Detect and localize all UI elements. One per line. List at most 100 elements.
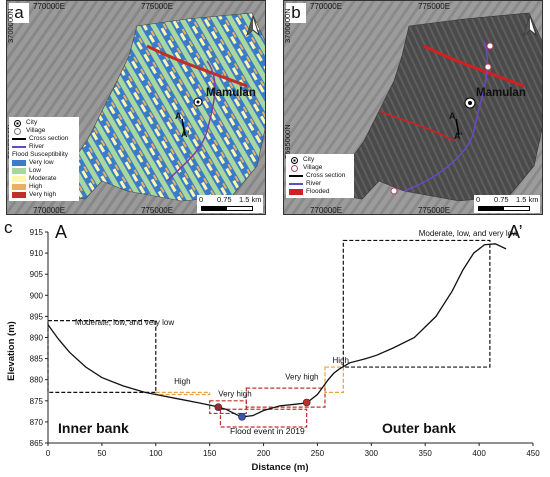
legend-title: Flood Susceptibility <box>12 151 68 158</box>
legend: City Village Cross section River Flooded <box>286 154 354 198</box>
panel-c-letter: c <box>4 218 13 237</box>
swatch <box>12 160 26 166</box>
susceptibility-zone <box>342 239 491 368</box>
legend-label: Cross section <box>306 172 346 179</box>
city-label: Mamulan <box>476 87 526 99</box>
cross-section-icon <box>12 138 26 140</box>
susceptibility-zone <box>155 391 211 396</box>
city-icon <box>193 97 203 107</box>
cross-section-end: A’ <box>181 129 190 139</box>
legend-label: River <box>29 143 45 150</box>
x-tick-label: 250 <box>311 449 325 458</box>
x-coord-label: 770000E <box>310 206 343 215</box>
y-tick-label: 865 <box>30 439 44 448</box>
susceptibility-zone <box>324 366 344 393</box>
flood-event-label: Flood event in 2019 <box>230 426 305 436</box>
profile-start-label: A <box>55 222 67 242</box>
city-icon <box>464 97 476 109</box>
north-arrow-icon <box>523 15 537 37</box>
city-label: Mamulan <box>206 87 256 99</box>
y-tick-label: 915 <box>30 228 44 237</box>
north-arrow-icon <box>246 15 260 37</box>
swatch <box>12 184 26 190</box>
y-coord-label: 3700000N <box>6 8 15 43</box>
profile-point <box>238 413 246 421</box>
y-tick-label: 895 <box>30 312 44 321</box>
scale-tick: 0 <box>199 195 204 204</box>
profile-point <box>214 403 223 411</box>
x-coord-label: 775000E <box>418 206 451 215</box>
legend-label: Cross section <box>29 135 69 142</box>
legend-label: Very low <box>29 159 54 166</box>
map-panel-a: a 770000E 775000E 3700000N 3695000N Mamu… <box>6 0 266 215</box>
swatch <box>12 176 26 182</box>
x-tick-label: 100 <box>149 449 163 458</box>
city-icon <box>291 156 298 164</box>
x-tick-label: 50 <box>97 449 106 458</box>
cross-section-end: A’ <box>454 131 463 141</box>
y-tick-label: 880 <box>30 376 44 385</box>
legend-label: Village <box>303 164 323 171</box>
y-tick-label: 900 <box>30 291 44 300</box>
scale-tick: 1.5 km <box>239 195 262 204</box>
village-icon <box>14 127 21 135</box>
map-panel-b: b 770000E 775000E 3700000N 3695000N Mamu… <box>283 0 543 215</box>
legend-label: Moderate <box>29 175 57 182</box>
x-tick-label: 350 <box>419 449 433 458</box>
zone-annotation: Very high <box>218 390 251 399</box>
x-coord-label: 770000E <box>310 2 343 11</box>
swatch <box>289 189 303 195</box>
zone-annotation: High <box>333 356 349 365</box>
elevation-profile-line <box>47 243 507 418</box>
profile-end-label: A’ <box>508 222 523 242</box>
legend-label: City <box>26 119 38 126</box>
profile-point <box>302 398 311 407</box>
scale-tick: 1.5 km <box>516 195 539 204</box>
village-icon <box>291 164 298 172</box>
susceptibility-zone <box>47 320 157 393</box>
y-tick-label: 910 <box>30 249 44 258</box>
swatch <box>12 168 26 174</box>
susceptibility-zone <box>219 408 308 428</box>
cross-section-icon <box>289 175 303 177</box>
panel-b-letter: b <box>286 3 306 23</box>
cross-section-start: A <box>449 111 456 121</box>
inner-bank-label: Inner bank <box>58 420 129 436</box>
legend-label: High <box>29 183 43 190</box>
zone-annotation: Very high <box>285 373 318 382</box>
scale-tick: 0.75 <box>494 195 509 204</box>
legend-label: Village <box>26 127 46 134</box>
legend-label: Flooded <box>306 188 330 195</box>
river-icon <box>12 146 26 148</box>
x-tick-label: 200 <box>257 449 271 458</box>
x-tick-label: 150 <box>203 449 217 458</box>
y-tick-label: 890 <box>30 334 44 343</box>
zone-annotation: High <box>174 377 190 386</box>
river-icon <box>289 183 303 185</box>
y-tick-label: 905 <box>30 270 44 279</box>
x-tick-label: 400 <box>472 449 486 458</box>
x-tick-label: 450 <box>526 449 540 458</box>
x-coord-label: 775000E <box>418 2 451 11</box>
city-icon <box>14 119 21 127</box>
x-axis-title: Distance (m) <box>251 462 308 473</box>
y-tick-label: 885 <box>30 355 44 364</box>
zone-annotation: Moderate, low, and very low <box>419 229 518 238</box>
x-coord-label: 775000E <box>141 206 174 215</box>
legend-label: City <box>303 156 315 163</box>
scale-bar: 0 0.75 1.5 km <box>474 195 540 213</box>
susceptibility-zone <box>245 387 326 408</box>
outer-bank-label: Outer bank <box>382 420 456 436</box>
x-tick-label: 300 <box>365 449 379 458</box>
y-tick-label: 870 <box>30 418 44 427</box>
y-axis-title: Elevation (m) <box>6 321 17 381</box>
legend-label: Low <box>29 167 41 174</box>
x-coord-label: 775000E <box>141 2 174 11</box>
y-tick-label: 875 <box>30 397 44 406</box>
x-coord-label: 770000E <box>33 2 66 11</box>
scale-tick: 0 <box>476 195 481 204</box>
cross-section-start: A <box>175 111 182 121</box>
scale-tick: 0.75 <box>217 195 232 204</box>
legend: City Village Cross section River Flood S… <box>9 117 79 201</box>
x-tick-label: 0 <box>46 449 51 458</box>
